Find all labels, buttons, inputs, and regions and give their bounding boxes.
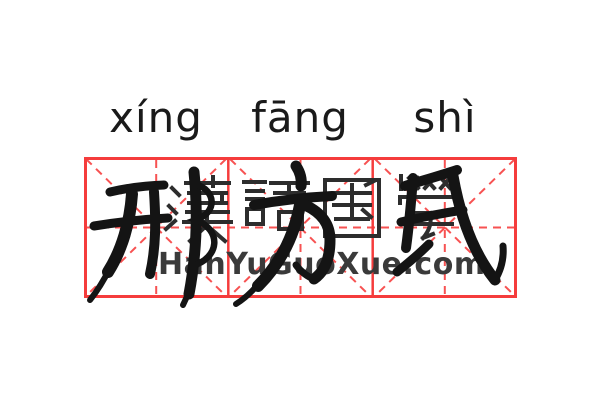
watermark-char-guo: 國	[316, 172, 388, 244]
brush-xing-glyph	[87, 166, 218, 308]
watermark-guo-glyph	[323, 178, 381, 238]
brush-char-xing: 邢	[76, 152, 236, 312]
brush-char-shi: 氏	[365, 152, 525, 312]
pinyin-word-xing: xíng	[109, 93, 203, 142]
brush-char-fang: 方	[220, 152, 380, 312]
brush-fang-glyph	[233, 160, 337, 307]
brush-shi-glyph	[392, 165, 507, 286]
pinyin-word-fang: fāng	[251, 93, 349, 142]
pinyin-word-shi: shì	[413, 93, 477, 142]
